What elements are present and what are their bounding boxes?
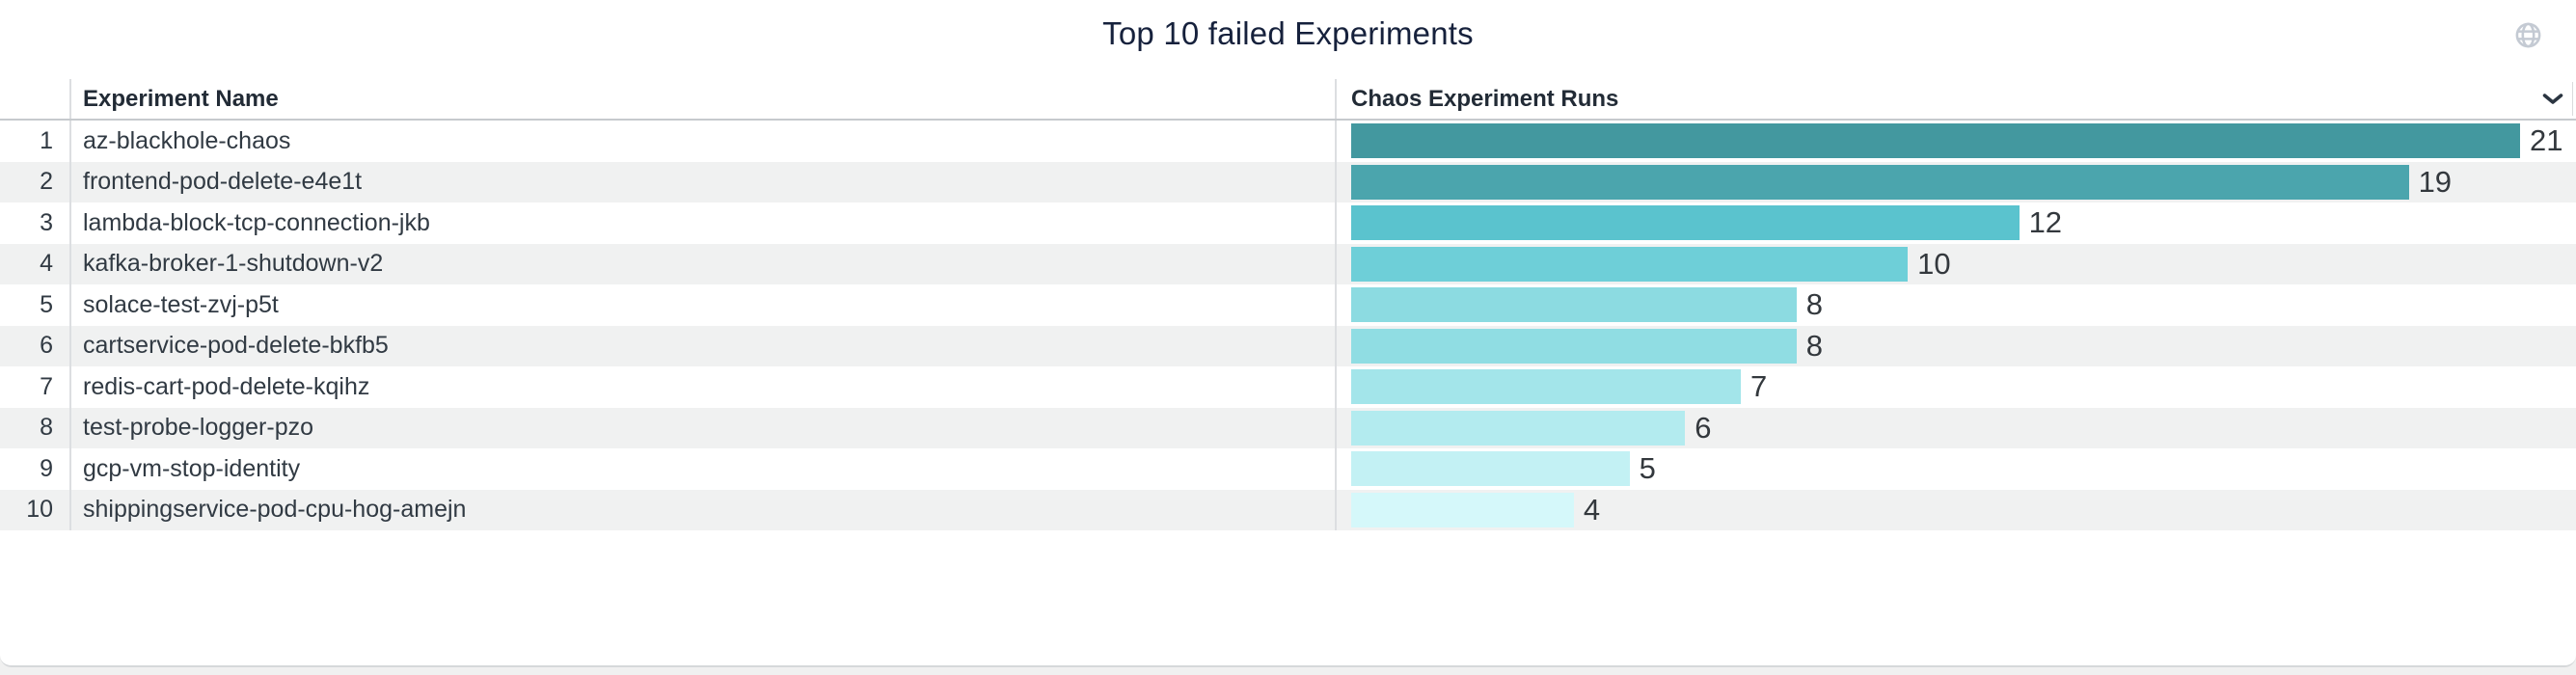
experiment-name-cell[interactable]: frontend-pod-delete-e4e1t [69, 161, 1335, 202]
experiment-name: shippingservice-pod-cpu-hog-amejn [83, 496, 467, 524]
table-row[interactable]: 6 cartservice-pod-delete-bkfb5 8 [0, 325, 2576, 366]
runs-value: 6 [1695, 410, 1712, 445]
experiment-name-cell[interactable]: gcp-vm-stop-identity [69, 448, 1335, 490]
experiment-name-column-header[interactable]: Experiment Name [69, 79, 1335, 119]
runs-value: 10 [1917, 246, 1951, 281]
runs-bar[interactable] [1351, 369, 1741, 405]
experiment-name-cell[interactable]: redis-cart-pod-delete-kqihz [69, 366, 1335, 408]
chaos-runs-column-header[interactable]: Chaos Experiment Runs [1335, 79, 2576, 119]
runs-value: 7 [1750, 369, 1768, 404]
table-row[interactable]: 8 test-probe-logger-pzo 6 [0, 407, 2576, 448]
experiment-name-cell[interactable]: cartservice-pod-delete-bkfb5 [69, 325, 1335, 366]
experiment-name-cell[interactable]: lambda-block-tcp-connection-jkb [69, 202, 1335, 244]
runs-bar[interactable] [1351, 164, 2409, 200]
globe-icon[interactable] [2513, 20, 2543, 50]
row-rank: 4 [40, 250, 53, 278]
table-row[interactable]: 4 kafka-broker-1-shutdown-v2 10 [0, 243, 2576, 284]
runs-bar[interactable] [1351, 410, 1686, 446]
table-row[interactable]: 5 solace-test-zvj-p5t 8 [0, 284, 2576, 326]
experiment-name: frontend-pod-delete-e4e1t [83, 168, 363, 196]
runs-value: 21 [2530, 123, 2563, 158]
experiment-name: kafka-broker-1-shutdown-v2 [83, 250, 384, 278]
row-rank: 3 [40, 208, 53, 236]
table-body: 1 az-blackhole-chaos 21 2 frontend-pod-d… [0, 121, 2576, 530]
runs-cell: 21 [1335, 121, 2576, 162]
experiment-name: lambda-block-tcp-connection-jkb [83, 208, 430, 236]
runs-cell: 12 [1335, 202, 2576, 244]
runs-cell: 8 [1335, 325, 2576, 366]
experiment-name-cell[interactable]: az-blackhole-chaos [69, 121, 1335, 162]
runs-bar[interactable] [1351, 287, 1797, 323]
experiment-name: solace-test-zvj-p5t [83, 290, 279, 318]
experiment-name-header-label: Experiment Name [83, 85, 279, 112]
panel-title: Top 10 failed Experiments [1102, 15, 1474, 51]
runs-cell: 5 [1335, 448, 2576, 490]
experiment-name: test-probe-logger-pzo [83, 414, 314, 442]
runs-bar[interactable] [1351, 492, 1574, 527]
row-rank: 10 [26, 496, 53, 524]
header-end-divider [2572, 82, 2573, 116]
table-header-row: Experiment Name Chaos Experiment Runs [0, 79, 2576, 121]
runs-cell: 4 [1335, 489, 2576, 530]
row-rank: 7 [40, 372, 53, 400]
table-row[interactable]: 9 gcp-vm-stop-identity 5 [0, 448, 2576, 490]
experiment-name-cell[interactable]: shippingservice-pod-cpu-hog-amejn [69, 489, 1335, 530]
runs-value: 5 [1639, 451, 1656, 486]
runs-value: 8 [1805, 287, 1823, 322]
runs-bar[interactable] [1351, 205, 2020, 241]
runs-value: 19 [2418, 164, 2453, 199]
runs-bar[interactable] [1351, 328, 1797, 364]
runs-cell: 6 [1335, 407, 2576, 448]
runs-value: 12 [2028, 205, 2063, 240]
chevron-down-icon[interactable] [2542, 93, 2563, 105]
row-rank: 9 [40, 454, 53, 482]
experiment-name-cell[interactable]: test-probe-logger-pzo [69, 407, 1335, 448]
experiment-name: redis-cart-pod-delete-kqihz [83, 372, 370, 400]
experiment-name-cell[interactable]: kafka-broker-1-shutdown-v2 [69, 243, 1335, 284]
table-row[interactable]: 10 shippingservice-pod-cpu-hog-amejn 4 [0, 489, 2576, 530]
experiment-name: az-blackhole-chaos [83, 126, 291, 154]
runs-cell: 10 [1335, 243, 2576, 284]
table-row[interactable]: 1 az-blackhole-chaos 21 [0, 121, 2576, 162]
table-row[interactable]: 7 redis-cart-pod-delete-kqihz 7 [0, 366, 2576, 408]
runs-value: 8 [1805, 328, 1823, 363]
row-rank: 8 [40, 414, 53, 442]
row-rank: 2 [40, 168, 53, 196]
experiment-name: cartservice-pod-delete-bkfb5 [83, 332, 389, 360]
runs-value: 4 [1583, 492, 1601, 526]
runs-cell: 7 [1335, 366, 2576, 408]
table-row[interactable]: 3 lambda-block-tcp-connection-jkb 12 [0, 202, 2576, 244]
table-row[interactable]: 2 frontend-pod-delete-e4e1t 19 [0, 161, 2576, 202]
row-rank: 6 [40, 332, 53, 360]
runs-bar[interactable] [1351, 451, 1630, 487]
rank-column-header [0, 79, 69, 119]
runs-cell: 19 [1335, 161, 2576, 202]
row-rank: 5 [40, 290, 53, 318]
experiment-name-cell[interactable]: solace-test-zvj-p5t [69, 284, 1335, 326]
experiment-name: gcp-vm-stop-identity [83, 454, 301, 482]
runs-cell: 8 [1335, 284, 2576, 326]
row-rank: 1 [40, 126, 53, 154]
chaos-runs-header-label: Chaos Experiment Runs [1351, 85, 1619, 112]
runs-bar[interactable] [1351, 246, 1909, 282]
runs-bar[interactable] [1351, 123, 2520, 159]
